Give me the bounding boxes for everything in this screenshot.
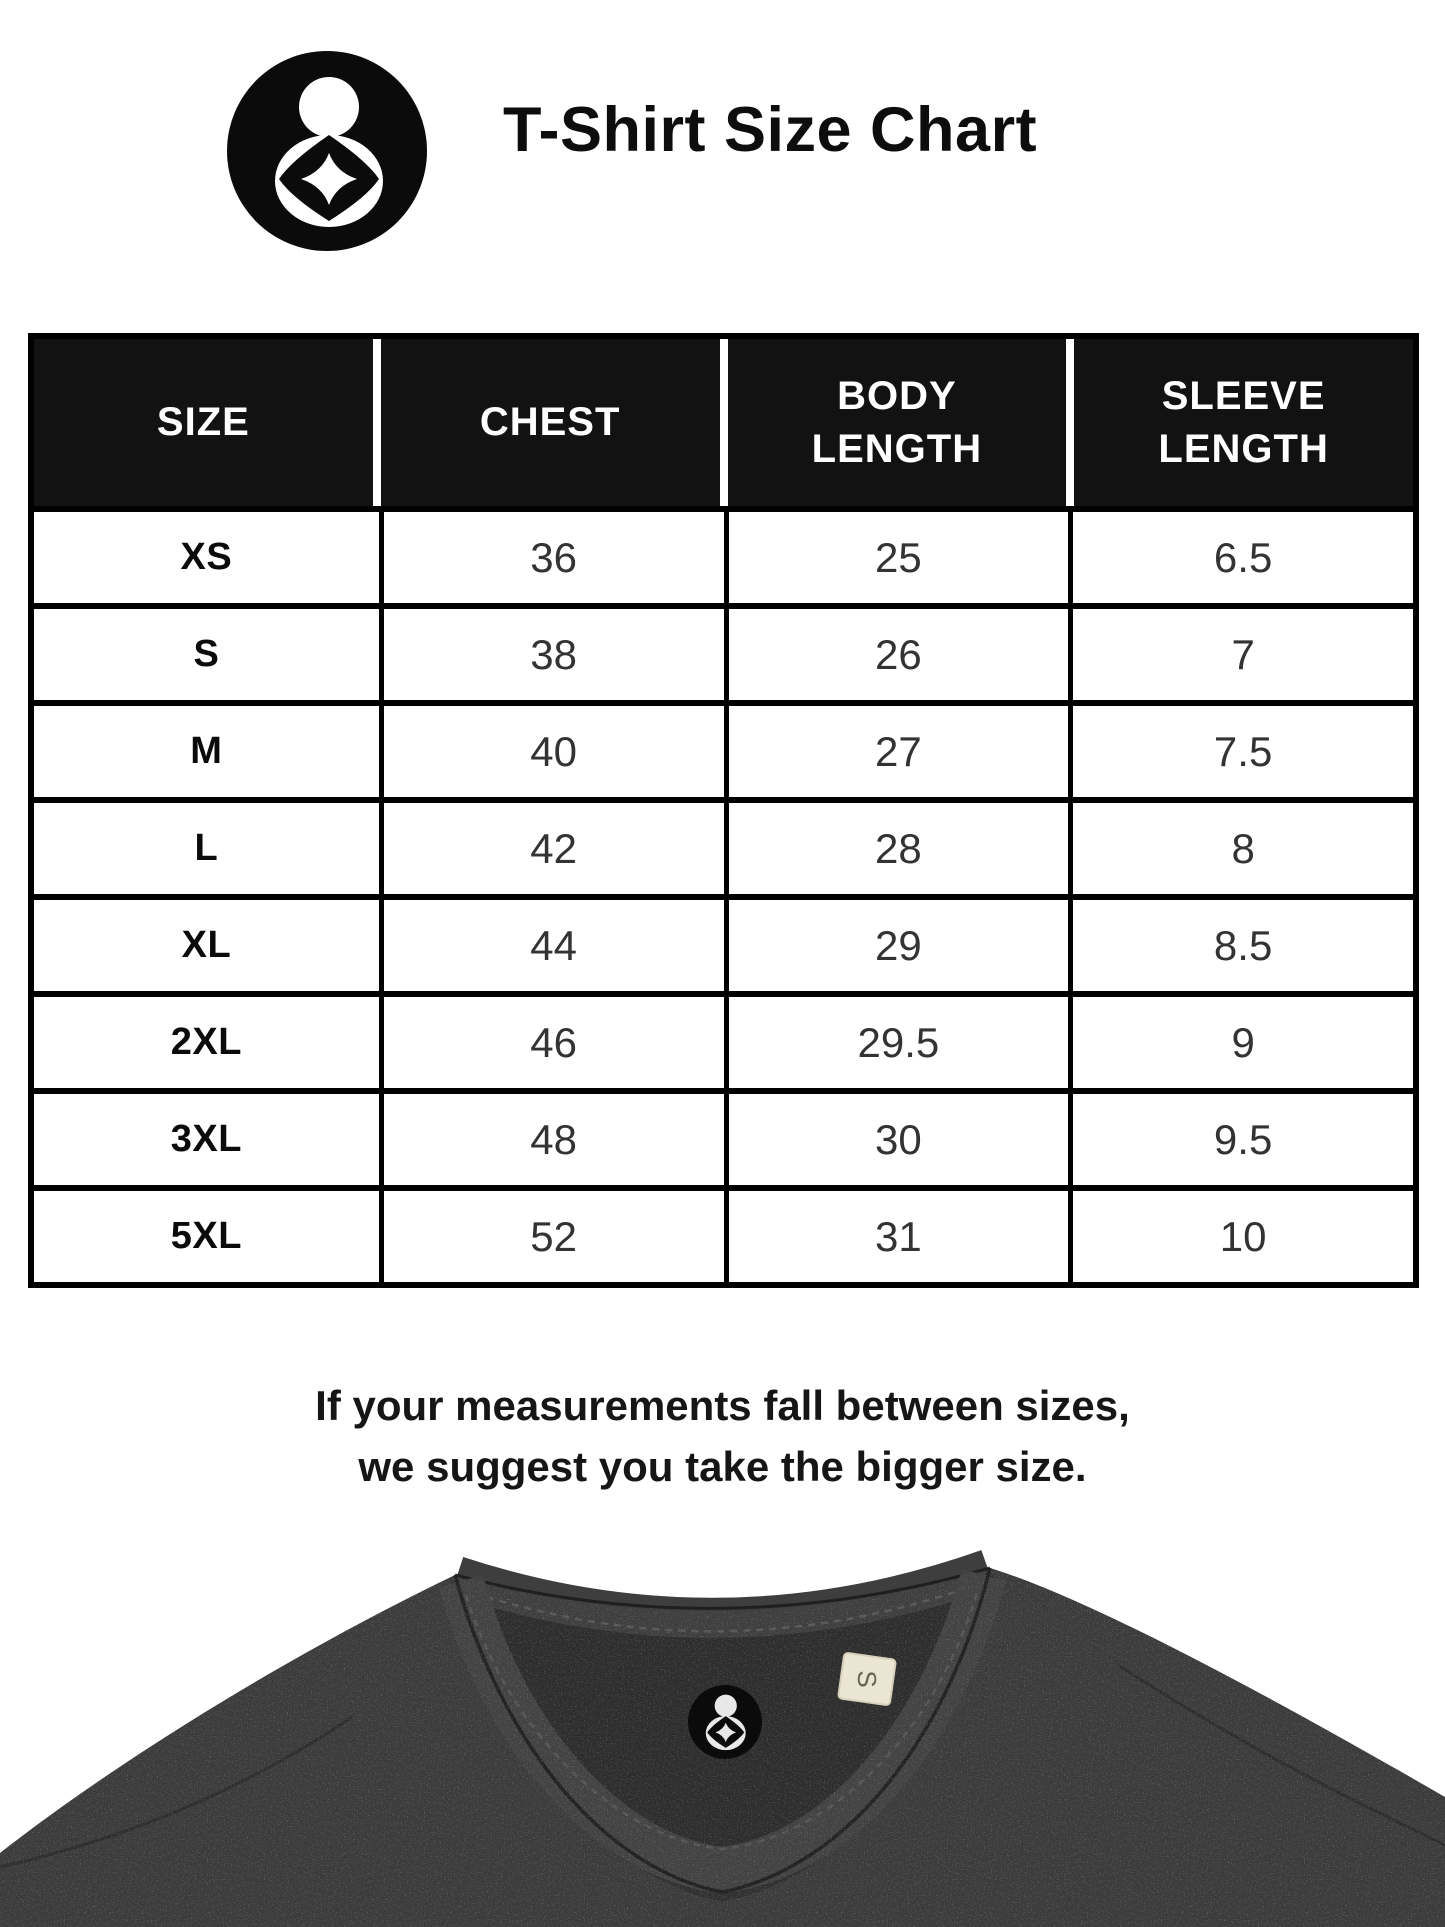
body-length-value: 31 [723, 1191, 1069, 1282]
size-chart-header-row: SIZE CHEST BODY LENGTH SLEEVE LENGTH [34, 339, 1413, 506]
sizing-note: If your measurements fall between sizes,… [0, 1376, 1445, 1498]
body-length-value: 29.5 [723, 997, 1069, 1088]
size-chart-body: XS 36 25 6.5 S 38 26 7 M 40 27 7.5 L 42 … [34, 506, 1413, 1282]
table-row-xs: XS 36 25 6.5 [34, 506, 1413, 603]
sleeve-length-value: 9 [1068, 997, 1413, 1088]
chest-value: 44 [378, 900, 724, 991]
sleeve-length-value: 9.5 [1068, 1094, 1413, 1185]
column-header-body-length: BODY LENGTH [727, 339, 1067, 506]
table-row-xl: XL 44 29 8.5 [34, 894, 1413, 991]
column-header-chest: CHEST [380, 339, 720, 506]
sleeve-length-value: 6.5 [1068, 512, 1413, 603]
chest-value: 52 [378, 1191, 724, 1282]
column-header-sleeve-length: SLEEVE LENGTH [1074, 339, 1413, 506]
column-header-size: SIZE [34, 339, 373, 506]
body-length-value: 30 [723, 1094, 1069, 1185]
sizing-note-line-2: we suggest you take the bigger size. [358, 1442, 1087, 1490]
brand-logo-icon [219, 43, 435, 259]
neck-size-tab: S [837, 1652, 897, 1706]
table-row-m: M 40 27 7.5 [34, 700, 1413, 797]
tshirt-collar-photo: S [0, 1550, 1445, 1927]
table-row-3xl: 3XL 48 30 9.5 [34, 1088, 1413, 1185]
size-label: S [193, 633, 220, 675]
table-row-l: L 42 28 8 [34, 797, 1413, 894]
body-length-value: 25 [723, 512, 1069, 603]
neck-size-tab-text: S [852, 1670, 882, 1687]
sleeve-length-value: 7.5 [1068, 706, 1413, 797]
sleeve-length-value: 8 [1068, 803, 1413, 894]
body-length-value: 26 [723, 609, 1069, 700]
size-label: XL [181, 924, 232, 966]
body-length-value: 29 [723, 900, 1069, 991]
page-title: T-Shirt Size Chart [503, 95, 1038, 165]
sleeve-length-value: 7 [1068, 609, 1413, 700]
table-row-5xl: 5XL 52 31 10 [34, 1185, 1413, 1282]
chest-value: 48 [378, 1094, 724, 1185]
chest-value: 36 [378, 512, 724, 603]
size-label: 2XL [170, 1021, 242, 1063]
table-row-s: S 38 26 7 [34, 603, 1413, 700]
size-label: 5XL [170, 1215, 242, 1257]
chest-value: 46 [378, 997, 724, 1088]
size-label: 3XL [170, 1118, 242, 1160]
sleeve-length-value: 10 [1068, 1191, 1413, 1282]
brand-logo-graphic [227, 51, 427, 251]
chest-value: 42 [378, 803, 724, 894]
sizing-note-line-1: If your measurements fall between sizes, [315, 1382, 1130, 1429]
chest-value: 38 [378, 609, 724, 700]
size-label: M [190, 730, 223, 772]
chest-value: 40 [378, 706, 724, 797]
neck-logo-patch-icon [688, 1685, 762, 1759]
body-length-value: 28 [723, 803, 1069, 894]
body-length-value: 27 [723, 706, 1069, 797]
table-row-2xl: 2XL 46 29.5 9 [34, 991, 1413, 1088]
size-label: XS [180, 536, 233, 578]
size-label: L [194, 827, 219, 869]
size-chart-table: SIZE CHEST BODY LENGTH SLEEVE LENGTH XS … [28, 333, 1419, 1288]
sleeve-length-value: 8.5 [1068, 900, 1413, 991]
